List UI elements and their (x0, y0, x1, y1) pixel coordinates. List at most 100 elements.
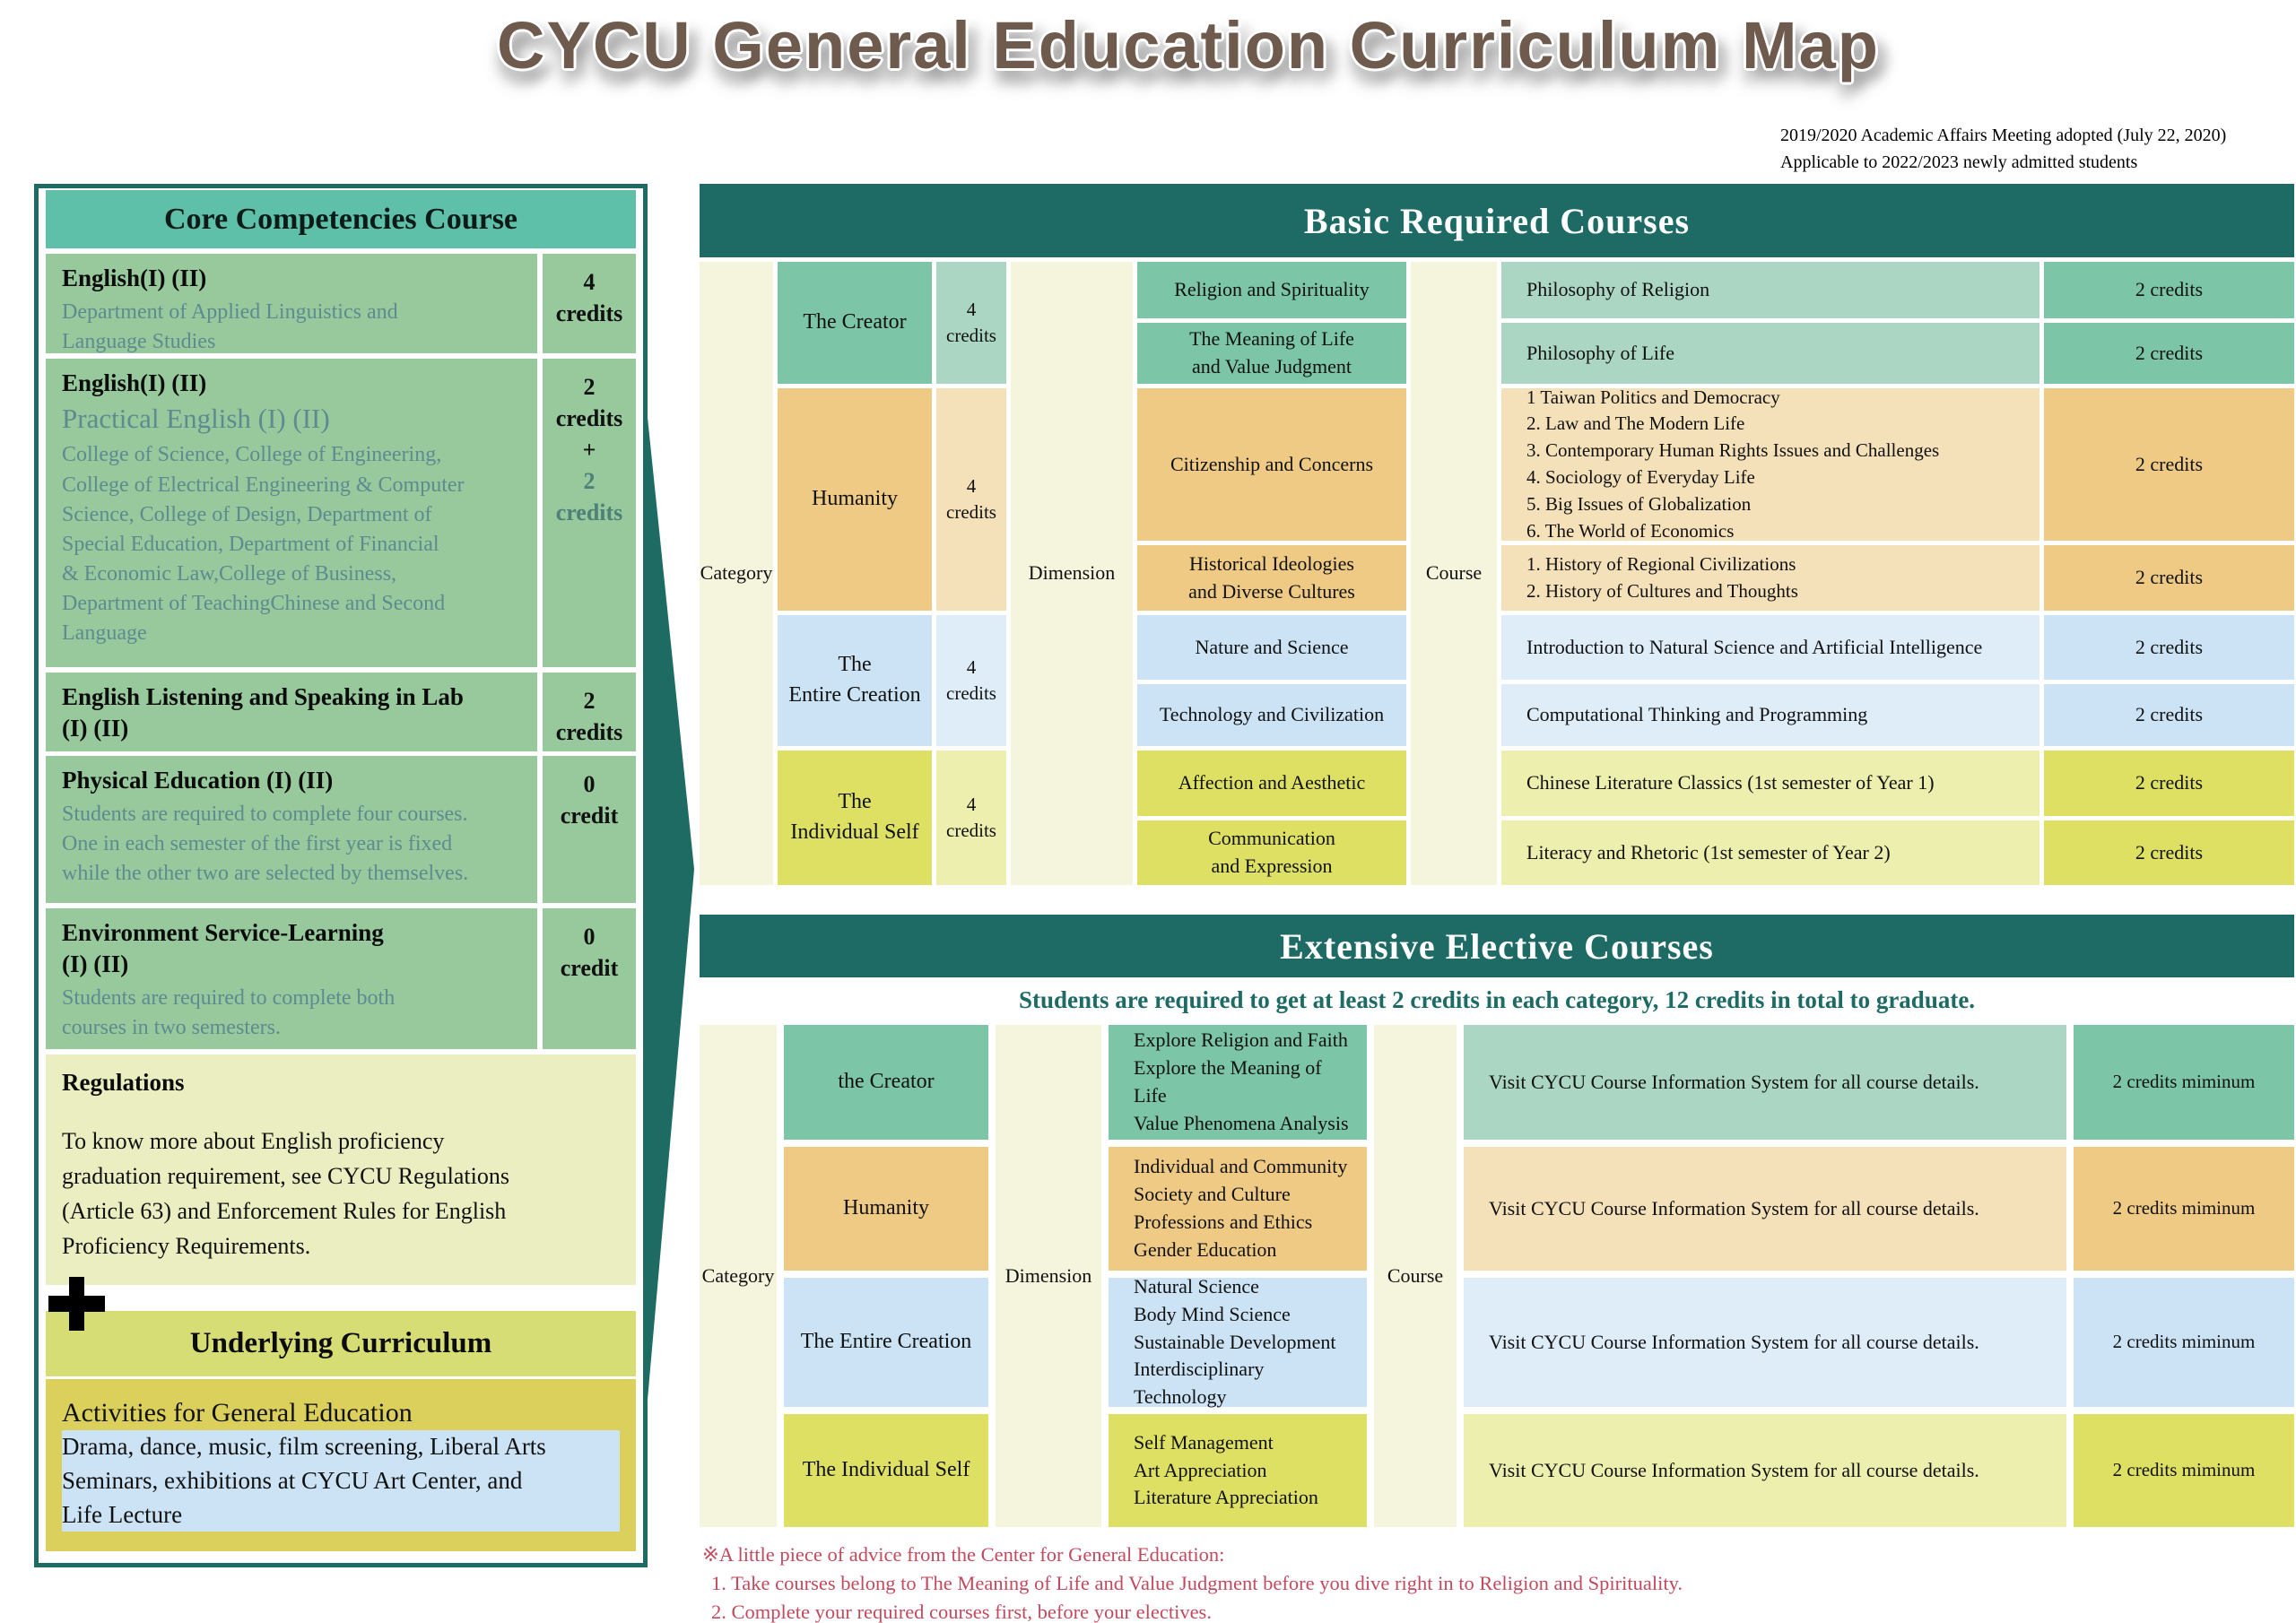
course-cell: Visit CYCU Course Information System for… (1464, 1025, 2066, 1140)
course-title: Physical Education (I) (II) (62, 767, 334, 794)
dimension-cell: Affection and Aesthetic (1137, 751, 1406, 816)
dimension-cell: Nature and Science (1137, 615, 1406, 680)
page-title: CYCU General Education Curriculum Map (497, 8, 1880, 82)
credits-cell: 2 credits (2044, 545, 2294, 611)
credits-cell: 2 credits miminum (2074, 1025, 2294, 1140)
category-the-creator: The Creator (778, 262, 932, 384)
category-credits: 4 credits (936, 262, 1006, 384)
course-title: Environment Service-Learning (I) (II) (62, 919, 384, 978)
course-cell: Philosophy of Life (1501, 323, 2039, 384)
course-cell: Visit CYCU Course Information System for… (1464, 1414, 2066, 1527)
credits-cell: 2 credits (2044, 615, 2294, 680)
credits-cell: 2 credits + 2 credits (543, 359, 636, 667)
extensive-course-label: Course (1374, 1025, 1457, 1527)
core-row-english-alls: English(I) (II) Department of Applied Li… (46, 254, 636, 353)
course-cell: Computational Thinking and Programming (1501, 684, 2039, 746)
extensive-elective-header: Extensive Elective Courses (700, 915, 2294, 977)
course-cell: English(I) (II) Practical English (I) (I… (46, 359, 537, 667)
course-title: English Listening and Speaking in Lab (I… (62, 683, 464, 742)
dimension-cell: The Meaning of Life and Value Judgment (1137, 323, 1406, 384)
dimension-cell: Citizenship and Concerns (1137, 388, 1406, 541)
adoption-note: 2019/2020 Academic Affairs Meeting adopt… (1780, 122, 2226, 176)
credits-cell: 0 credit (543, 908, 636, 1049)
core-competencies-header: Core Competencies Course (46, 190, 636, 248)
core-row-english-practical: English(I) (II) Practical English (I) (I… (46, 359, 636, 667)
credits-cell: 2 credits miminum (2074, 1414, 2294, 1527)
category-entire-creation: The Entire Creation (784, 1278, 988, 1407)
dimension-cell: Natural Science Body Mind Science Sustai… (1109, 1275, 1367, 1408)
course-cell: Chinese Literature Classics (1st semeste… (1501, 751, 2039, 816)
advice-line3: 2. Complete your required courses first,… (711, 1600, 1212, 1623)
course-cell: Visit CYCU Course Information System for… (1464, 1278, 2066, 1407)
regulations-box: Regulations To know more about English p… (46, 1055, 636, 1285)
category-credits: 4 credits (936, 751, 1006, 885)
underlying-curriculum-header: Underlying Curriculum (46, 1311, 636, 1376)
credits-cell: 2 credits (543, 673, 636, 751)
credits-cell: 2 credits (2044, 684, 2294, 746)
regulations-body: To know more about English proficiency g… (62, 1128, 509, 1260)
underlying-curriculum-body: Activities for General Education Drama, … (46, 1379, 636, 1551)
category-the-creator: the Creator (784, 1025, 988, 1140)
credits-black: 2 credits + (555, 374, 623, 464)
adoption-note-line1: 2019/2020 Academic Affairs Meeting adopt… (1780, 126, 2227, 145)
dimension-cell: Technology and Civilization (1137, 684, 1406, 746)
underlying-body-title: Activities for General Education (62, 1398, 413, 1428)
course-title: English(I) (II) (62, 265, 207, 291)
basic-dimension-label: Dimension (1011, 262, 1133, 885)
course-subtitle-practical: Practical English (I) (II) (62, 403, 330, 435)
course-subtitle: Students are required to complete four c… (62, 803, 469, 886)
credits-cell: 2 credits miminum (2074, 1147, 2294, 1271)
category-humanity: Humanity (784, 1147, 988, 1271)
credits-cell: 2 credits miminum (2074, 1278, 2294, 1407)
course-cell: English(I) (II) Department of Applied Li… (46, 254, 537, 353)
dimension-cell: Individual and Community Society and Cul… (1109, 1147, 1367, 1271)
basic-required-table: Category Dimension Course The Creator 4 … (700, 262, 2294, 885)
course-cell: Literacy and Rhetoric (1st semester of Y… (1501, 820, 2039, 885)
course-cell: Physical Education (I) (II) Students are… (46, 756, 537, 903)
credits-cell: 2 credits (2044, 751, 2294, 816)
dimension-cell: Communication and Expression (1137, 820, 1406, 885)
credits-cell: 2 credits (2044, 323, 2294, 384)
core-row-listening-lab: English Listening and Speaking in Lab (I… (46, 673, 636, 751)
course-cell: English Listening and Speaking in Lab (I… (46, 673, 537, 751)
course-subtitle: Students are required to complete both c… (62, 986, 396, 1040)
advice-line2: 1. Take courses belong to The Meaning of… (711, 1571, 1683, 1594)
credits-cell: 2 credits (2044, 262, 2294, 318)
course-cell: 1. History of Regional Civilizations 2. … (1501, 545, 2039, 611)
credits-cell: 2 credits (2044, 388, 2294, 541)
credits-cell: 2 credits (2044, 820, 2294, 885)
regulations-title: Regulations (62, 1069, 185, 1096)
dimension-cell: Religion and Spirituality (1137, 262, 1406, 318)
extensive-dimension-label: Dimension (996, 1025, 1101, 1527)
extensive-subtitle: Students are required to get at least 2 … (700, 977, 2294, 1022)
category-credits: 4 credits (936, 615, 1006, 746)
category-individual-self: The Individual Self (778, 751, 932, 885)
category-credits: 4 credits (936, 388, 1006, 611)
course-cell: Environment Service-Learning (I) (II) St… (46, 908, 537, 1049)
extensive-category-label: Category (700, 1025, 777, 1527)
advice-line1: ※A little piece of advice from the Cente… (702, 1543, 1225, 1566)
course-cell: Philosophy of Religion (1501, 262, 2039, 318)
credits-teal: 2 credits (555, 468, 623, 526)
basic-required-header: Basic Required Courses (700, 184, 2294, 257)
credits-cell: 0 credit (543, 756, 636, 903)
dimension-cell: Self Management Art Appreciation Literat… (1109, 1414, 1367, 1527)
plus-icon (48, 1277, 105, 1331)
advice-note: ※A little piece of advice from the Cente… (702, 1541, 1683, 1623)
basic-course-label: Course (1411, 262, 1497, 885)
adoption-note-line2: Applicable to 2022/2023 newly admitted s… (1780, 152, 2138, 172)
credits-cell: 4 credits (543, 254, 636, 353)
course-cell: Visit CYCU Course Information System for… (1464, 1147, 2066, 1271)
core-competencies-panel: Core Competencies Course English(I) (II)… (34, 184, 648, 1567)
underlying-body-text: Drama, dance, music, film screening, Lib… (62, 1430, 620, 1532)
course-cell: Introduction to Natural Science and Arti… (1501, 615, 2039, 680)
dimension-cell: Explore Religion and Faith Explore the M… (1109, 1025, 1367, 1140)
basic-category-label: Category (700, 262, 773, 885)
course-subtitle: Department of Applied Linguistics and La… (62, 300, 398, 354)
extensive-elective-table: Category Dimension Course the Creator Ex… (700, 1025, 2294, 1527)
category-individual-self: The Individual Self (784, 1414, 988, 1527)
course-subtitle: College of Science, College of Engineeri… (62, 443, 465, 646)
core-row-physical-education: Physical Education (I) (II) Students are… (46, 756, 636, 903)
course-title: English(I) (II) (62, 369, 207, 396)
